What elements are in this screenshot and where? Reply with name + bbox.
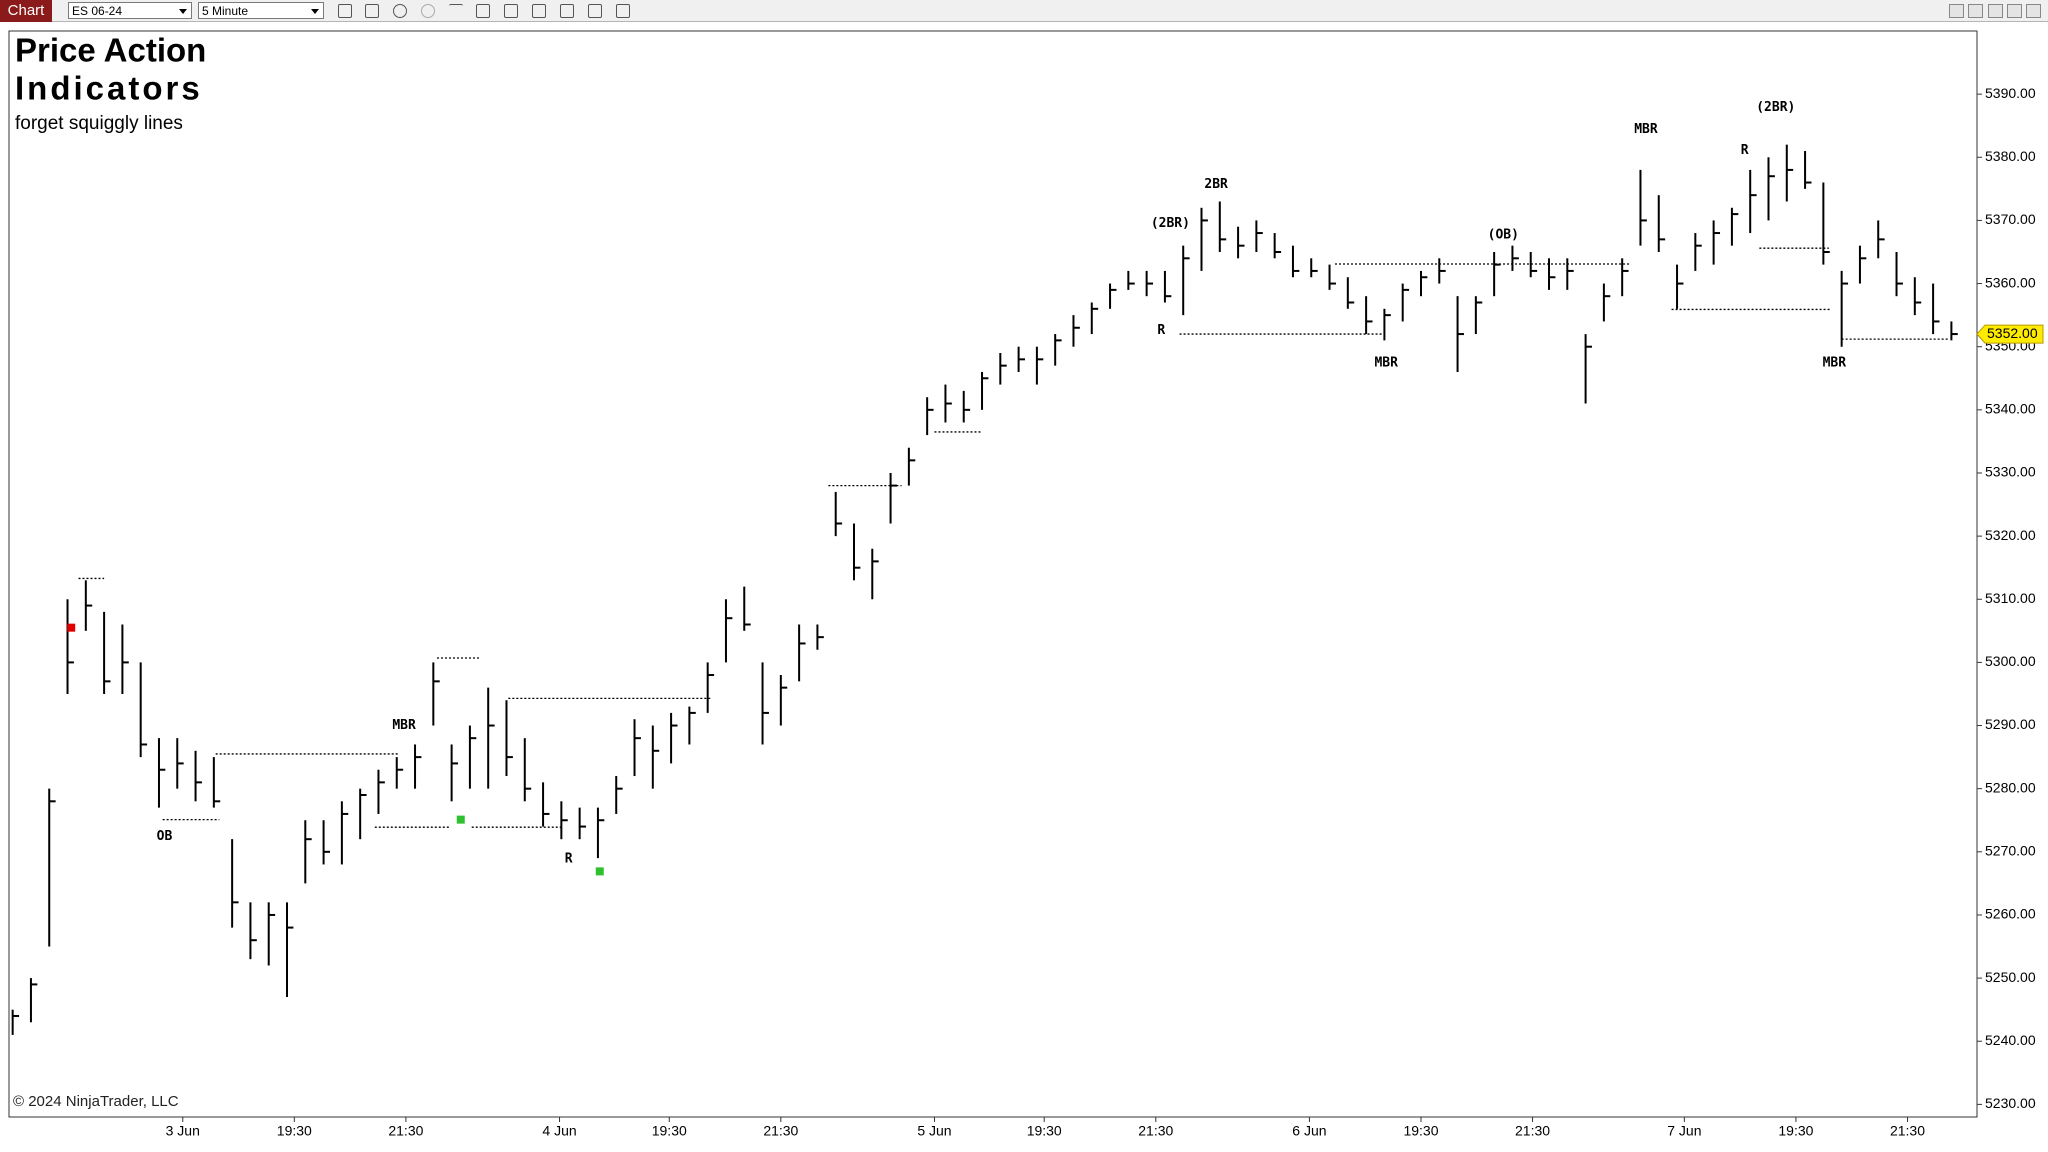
y-tick-label: 5250.00 — [1985, 969, 2036, 985]
y-tick-label: 5260.00 — [1985, 906, 2036, 922]
x-tick-label: 4 Jun — [542, 1123, 576, 1139]
minimize-button[interactable] — [1988, 4, 2003, 18]
chart-title: Indicators — [15, 70, 203, 107]
y-tick-label: 5330.00 — [1985, 464, 2036, 480]
x-tick-label: 6 Jun — [1292, 1123, 1326, 1139]
y-tick-label: 5360.00 — [1985, 274, 2036, 290]
layout-button[interactable] — [1968, 4, 1983, 18]
y-tick-label: 5240.00 — [1985, 1032, 2036, 1048]
x-tick-label: 19:30 — [277, 1123, 312, 1139]
chart-title: Price Action — [15, 32, 206, 69]
y-tick-label: 5290.00 — [1985, 716, 2036, 732]
x-tick-label: 19:30 — [1403, 1123, 1438, 1139]
x-tick-label: 21:30 — [763, 1123, 798, 1139]
x-tick-label: 21:30 — [1138, 1123, 1173, 1139]
pattern-label: (2BR) — [1756, 100, 1795, 115]
pattern-label: (OB) — [1488, 227, 1519, 242]
pattern-label: R — [565, 851, 573, 866]
pattern-label: OB — [157, 829, 173, 844]
pattern-label: MBR — [1374, 356, 1398, 371]
bars-button[interactable] — [338, 4, 352, 18]
pattern-label: MBR — [392, 718, 416, 733]
y-tick-label: 5370.00 — [1985, 211, 2036, 227]
interval-select[interactable]: 5 Minute — [198, 2, 324, 19]
pattern-label: MBR — [1634, 122, 1658, 137]
y-tick-label: 5390.00 — [1985, 85, 2036, 101]
x-tick-label: 21:30 — [1515, 1123, 1550, 1139]
zoom-in-button[interactable] — [393, 4, 407, 18]
layout-button[interactable] — [1949, 4, 1964, 18]
last-price-tag — [1976, 324, 2044, 344]
properties-button[interactable] — [476, 4, 490, 18]
x-tick-label: 19:30 — [1778, 1123, 1813, 1139]
y-tick-label: 5280.00 — [1985, 779, 2036, 795]
x-tick-label: 19:30 — [1027, 1123, 1062, 1139]
signal-marker — [67, 623, 76, 632]
y-tick-label: 5300.00 — [1985, 653, 2036, 669]
toolbar: Chart ES 06-24 5 Minute — [0, 0, 2048, 22]
x-tick-label: 7 Jun — [1667, 1123, 1701, 1139]
x-tick-label: 21:30 — [1890, 1123, 1925, 1139]
x-tick-label: 19:30 — [652, 1123, 687, 1139]
strategies-button[interactable] — [532, 4, 546, 18]
y-tick-label: 5380.00 — [1985, 148, 2036, 164]
y-tick-label: 5340.00 — [1985, 401, 2036, 417]
draw-button[interactable] — [365, 4, 379, 18]
chart: Price Action Indicators forget squiggly … — [8, 30, 2044, 1139]
x-tick-label: 5 Jun — [917, 1123, 951, 1139]
x-tick-label: 21:30 — [388, 1123, 423, 1139]
indicators-button[interactable] — [560, 4, 574, 18]
pattern-label: (2BR) — [1151, 216, 1190, 231]
pattern-label: R — [1741, 143, 1749, 158]
pattern-label: R — [1157, 323, 1165, 338]
restore-button[interactable] — [2007, 4, 2022, 18]
plot-frame — [8, 30, 1978, 1118]
signal-marker — [595, 867, 604, 876]
templates-button[interactable] — [504, 4, 518, 18]
calculator-button[interactable] — [588, 4, 602, 18]
watermark: © 2024 NinjaTrader, LLC — [13, 1093, 179, 1110]
close-button[interactable] — [2026, 4, 2041, 18]
crosshair-button[interactable] — [449, 4, 463, 18]
chart-subtitle: forget squiggly lines — [15, 113, 183, 134]
chart-tab[interactable]: Chart — [0, 0, 52, 22]
y-tick-label: 5310.00 — [1985, 590, 2036, 606]
pattern-label: MBR — [1823, 356, 1847, 371]
x-tick-label: 3 Jun — [166, 1123, 200, 1139]
last-price-label: 5352.00 — [1987, 325, 2038, 341]
y-tick-label: 5230.00 — [1985, 1095, 2036, 1111]
y-tick-label: 5320.00 — [1985, 527, 2036, 543]
pattern-label: 2BR — [1204, 177, 1228, 192]
zoom-out-button[interactable] — [421, 4, 435, 18]
y-tick-label: 5270.00 — [1985, 843, 2036, 859]
signal-marker — [456, 815, 465, 824]
list-button[interactable] — [616, 4, 630, 18]
instrument-select[interactable]: ES 06-24 — [68, 2, 192, 19]
